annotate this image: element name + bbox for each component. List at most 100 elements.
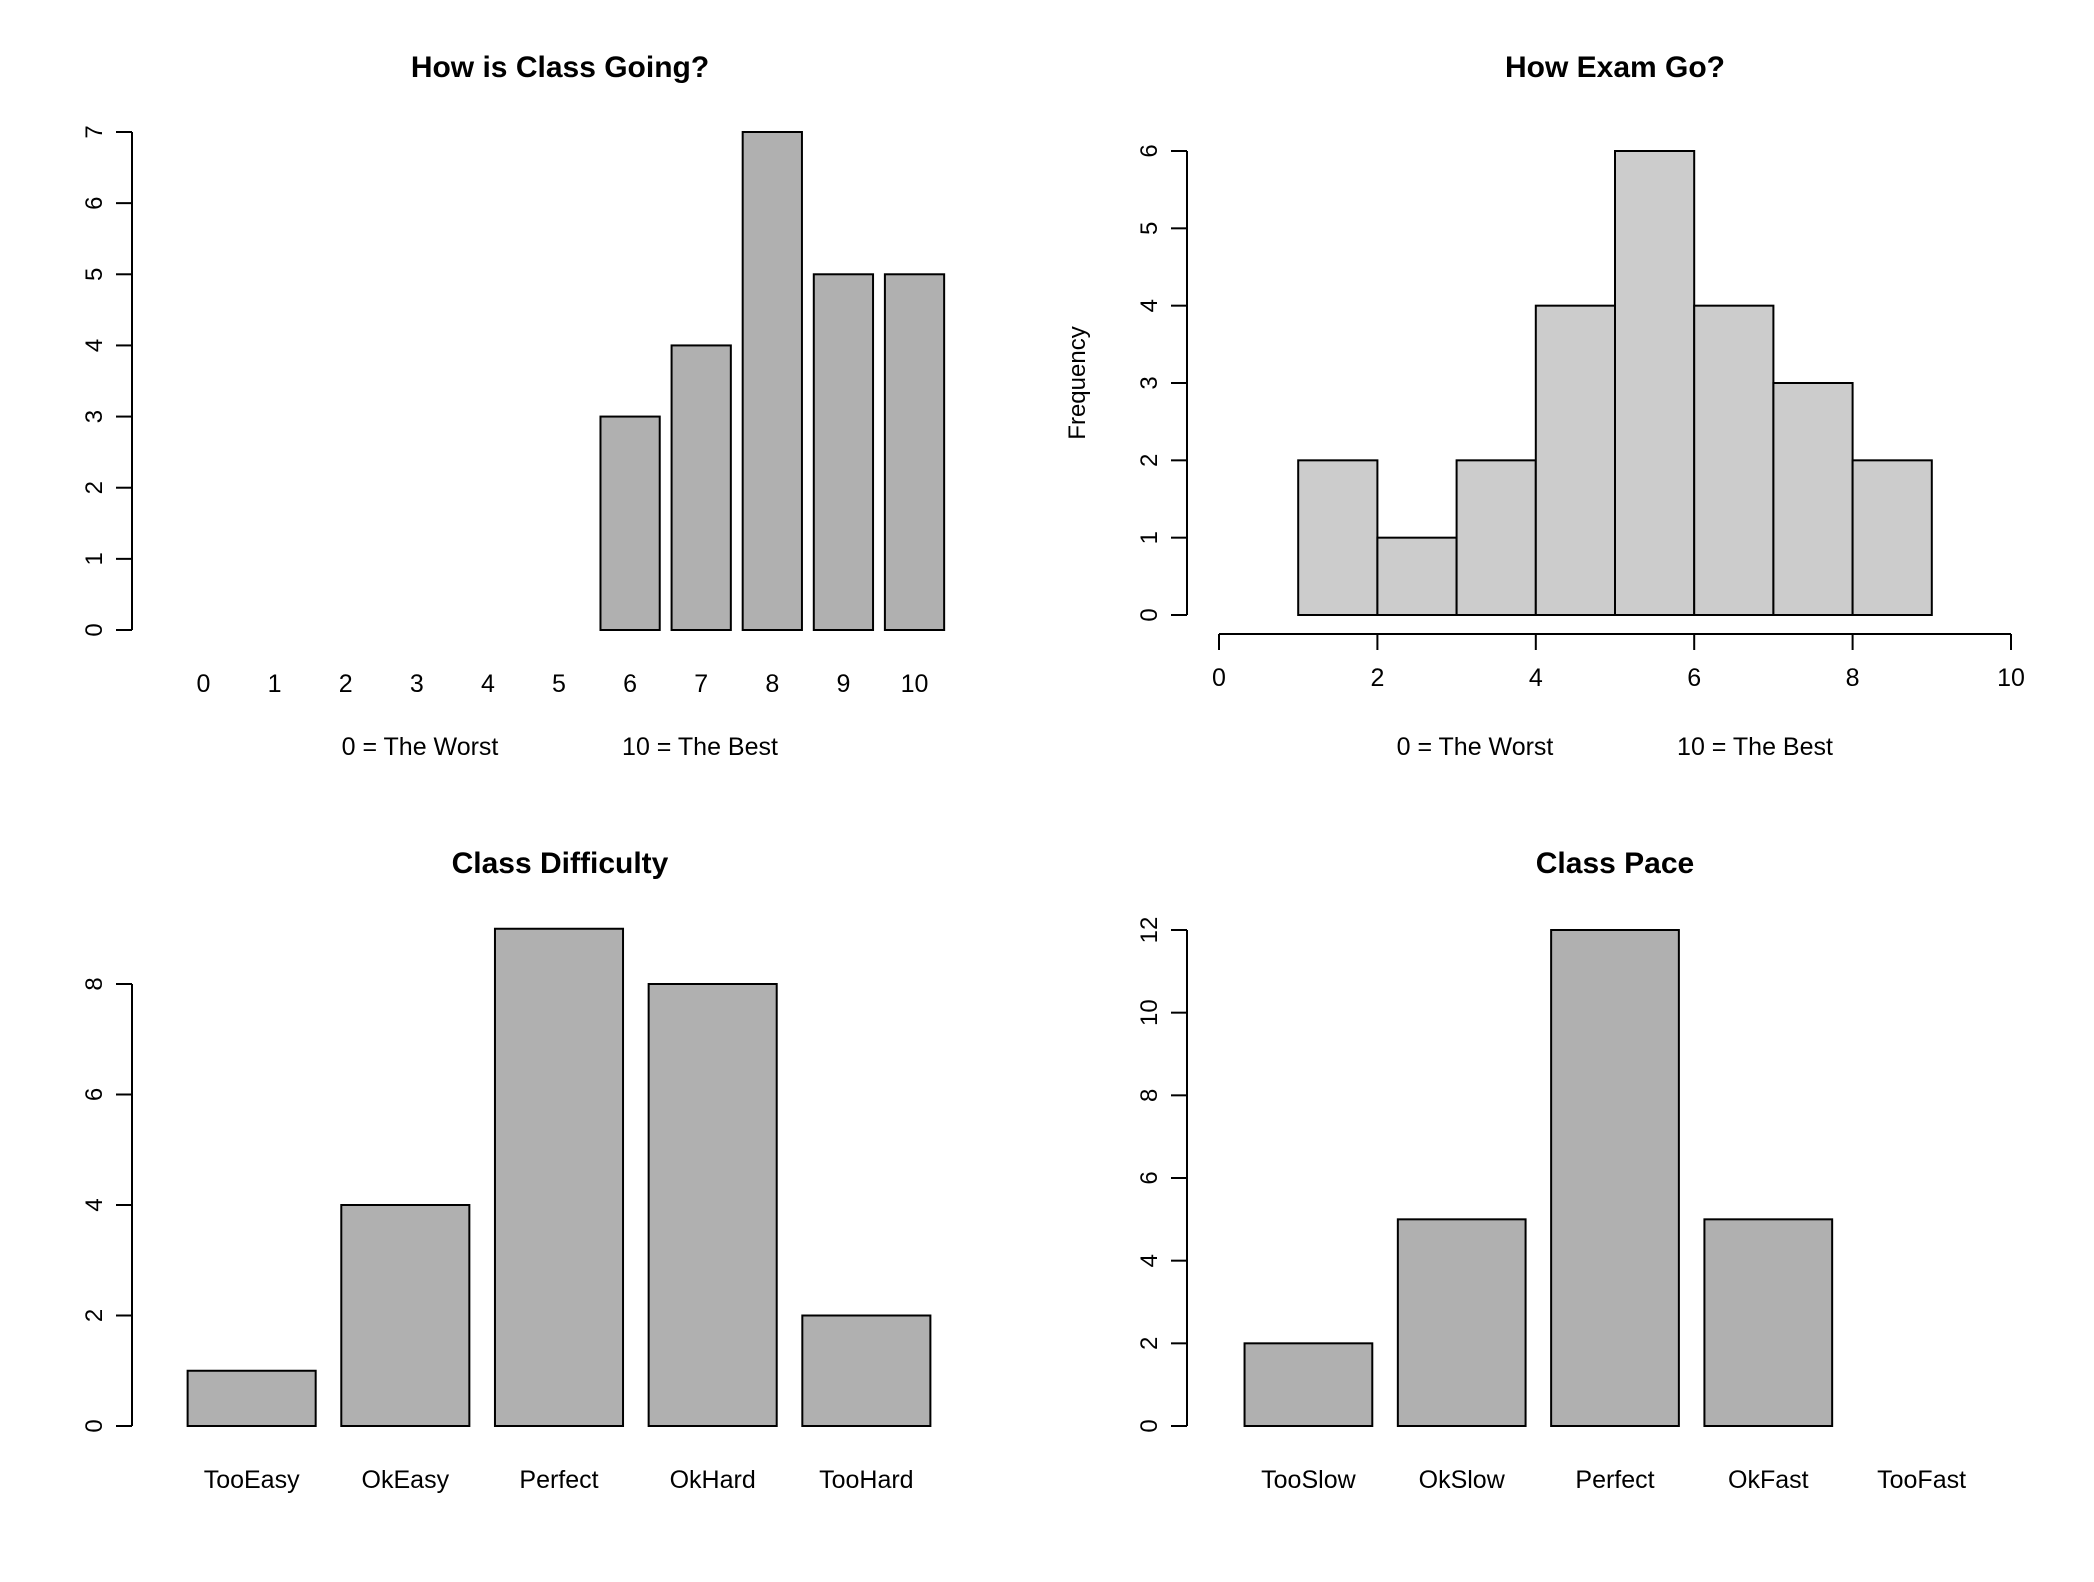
- y-tick-label: 4: [1136, 1254, 1163, 1267]
- histogram-bar: [1772, 382, 1854, 616]
- y-tick-label: 4: [81, 339, 108, 352]
- x-tick-label: TooSlow: [1261, 1466, 1356, 1494]
- y-tick-label: 6: [1136, 1171, 1163, 1184]
- bar-tooslow: [1243, 1342, 1374, 1428]
- x-tick-label: 2: [1370, 664, 1384, 692]
- x-tick-label: OkFast: [1728, 1466, 1809, 1494]
- scale-note-best: 10 = The Best: [1677, 733, 1833, 761]
- x-tick-label: 0: [1212, 664, 1226, 692]
- x-tick-label: TooFast: [1877, 1466, 1966, 1494]
- y-tick-label: 2: [81, 481, 108, 494]
- scale-note-best: 10 = The Best: [622, 733, 778, 761]
- chart-title: How is Class Going?: [411, 51, 709, 84]
- y-tick-label: 0: [81, 623, 108, 636]
- histogram-bar: [1614, 150, 1696, 616]
- x-tick-labels: 0 1 2 3 4 5 6 7 8 9 10: [197, 670, 929, 698]
- y-ticks: 0 1 2 3 4 5 6: [1136, 144, 1187, 622]
- x-tick-labels: TooSlow OkSlow Perfect OkFast TooFast: [1261, 1466, 1966, 1494]
- histogram-bars: [1297, 150, 1933, 617]
- bar-okfast: [1703, 1218, 1834, 1428]
- x-tick-label: 2: [339, 670, 353, 698]
- chart-exam-go: How Exam Go? Frequency 0 1 2 3 4 5 6 0 2 4 6 8 10 0…: [1064, 51, 2025, 761]
- chart-title: Class Difficulty: [452, 847, 669, 880]
- y-tick-label: 1: [1136, 531, 1163, 544]
- x-tick-label: 1: [268, 670, 282, 698]
- x-tick-label: OkEasy: [362, 1466, 450, 1494]
- x-tick-label: 6: [1687, 664, 1701, 692]
- x-tick-label: Perfect: [519, 1466, 598, 1494]
- y-tick-label: 10: [1136, 999, 1163, 1026]
- y-tick-label: 2: [1136, 454, 1163, 467]
- histogram-bar: [1534, 304, 1617, 616]
- chart-title: Class Pace: [1536, 847, 1694, 880]
- x-ticks: 0 2 4 6 8 10: [1212, 634, 2025, 692]
- y-tick-label: 0: [1136, 608, 1163, 621]
- y-tick-label: 12: [1136, 917, 1163, 944]
- bar-okeasy: [340, 1204, 471, 1427]
- y-tick-label: 7: [81, 125, 108, 138]
- histogram-bar: [1851, 459, 1933, 617]
- x-tick-labels: TooEasy OkEasy Perfect OkHard TooHard: [204, 1466, 914, 1494]
- y-ticks: 0 1 2 3 4 5 6 7: [81, 125, 132, 637]
- y-tick-label: 6: [1136, 144, 1163, 157]
- y-tick-label: 4: [1136, 299, 1163, 312]
- x-tick-label: Perfect: [1575, 1466, 1654, 1494]
- x-tick-label: TooEasy: [204, 1466, 300, 1494]
- x-tick-label: 9: [836, 670, 850, 698]
- y-tick-label: 2: [81, 1309, 108, 1322]
- x-tick-label: 4: [1529, 664, 1543, 692]
- bars: [599, 131, 946, 632]
- x-tick-label: 5: [552, 670, 566, 698]
- bar-perfect: [493, 927, 625, 1427]
- chart-title: How Exam Go?: [1505, 51, 1725, 84]
- bar-6: [599, 415, 661, 632]
- scale-note-worst: 0 = The Worst: [1397, 733, 1554, 761]
- bar-toohard: [801, 1314, 932, 1427]
- chart-class-difficulty: Class Difficulty 0 2 4 6 8 TooEasy OkEasy Perf…: [81, 847, 932, 1494]
- bar-okslow: [1396, 1218, 1527, 1428]
- x-tick-label: 6: [623, 670, 637, 698]
- bars: [1243, 929, 1834, 1428]
- x-tick-label: TooHard: [819, 1466, 914, 1494]
- x-tick-label: OkHard: [670, 1466, 756, 1494]
- histogram-bar: [1693, 304, 1775, 616]
- x-tick-label: 10: [901, 670, 929, 698]
- y-tick-label: 1: [81, 552, 108, 565]
- y-tick-label: 8: [1136, 1089, 1163, 1102]
- chart-class-pace: Class Pace 0 2 4 6 8 10 12 TooSlow OkSlow Perfec…: [1136, 847, 1966, 1494]
- y-tick-label: 3: [1136, 376, 1163, 389]
- y-tick-label: 5: [81, 268, 108, 281]
- y-tick-label: 4: [81, 1198, 108, 1211]
- bar-8: [741, 131, 803, 631]
- x-tick-label: 4: [481, 670, 495, 698]
- y-ticks: 0 2 4 6 8: [81, 977, 132, 1433]
- y-tick-label: 0: [81, 1419, 108, 1432]
- y-tick-label: 5: [1136, 222, 1163, 235]
- histogram-bar: [1455, 459, 1537, 617]
- bars: [186, 927, 932, 1427]
- y-tick-label: 0: [1136, 1419, 1163, 1432]
- y-axis-label: Frequency: [1064, 326, 1091, 439]
- y-tick-label: 6: [81, 196, 108, 209]
- histogram-bar: [1297, 459, 1379, 617]
- x-tick-label: 0: [197, 670, 211, 698]
- x-tick-label: 8: [765, 670, 779, 698]
- bar-okhard: [647, 983, 778, 1427]
- scale-note-worst: 0 = The Worst: [342, 733, 499, 761]
- x-tick-label: 3: [410, 670, 424, 698]
- bar-9: [812, 273, 875, 631]
- y-tick-label: 3: [81, 410, 108, 423]
- bar-10: [883, 273, 946, 631]
- y-tick-label: 2: [1136, 1337, 1163, 1350]
- chart-class-going: How is Class Going? 0 1 2 3 4 5 6 7 0 1 2 3 4 5 6 7 8 9 1…: [81, 51, 946, 761]
- x-tick-label: 8: [1846, 664, 1860, 692]
- x-tick-label: 10: [1997, 664, 2025, 692]
- bar-7: [670, 344, 732, 631]
- x-tick-label: 7: [694, 670, 708, 698]
- x-tick-label: OkSlow: [1419, 1466, 1506, 1494]
- bar-perfect: [1550, 929, 1680, 1427]
- y-tick-label: 8: [81, 977, 108, 990]
- y-tick-label: 6: [81, 1088, 108, 1101]
- histogram-bar: [1376, 536, 1458, 617]
- bar-tooeasy: [186, 1369, 317, 1427]
